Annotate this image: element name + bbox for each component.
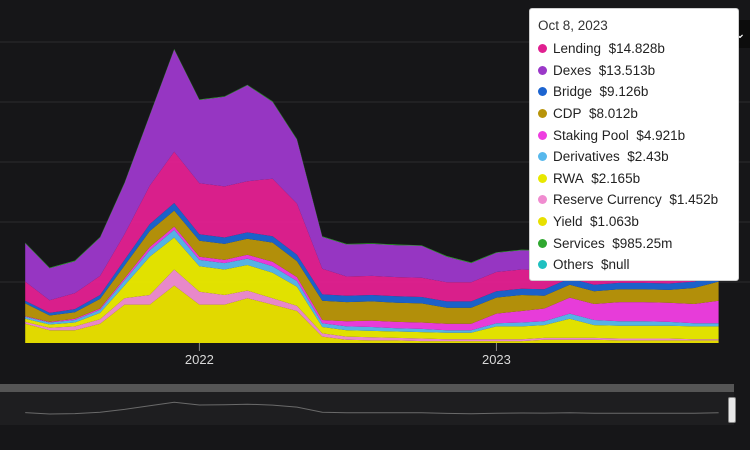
tooltip-spacer	[662, 192, 670, 207]
tooltip-item-rwa: RWA $2.165b	[538, 168, 730, 190]
tooltip-date: Oct 8, 2023	[538, 18, 608, 33]
tooltip-series-value: $4.921b	[636, 127, 686, 143]
tooltip-item-lending: Lending $14.828b	[538, 38, 730, 60]
tooltip-spacer	[594, 257, 602, 272]
legend-dot-icon	[538, 195, 547, 205]
tooltip-item-cdp: CDP $8.012b	[538, 103, 730, 125]
tooltip-item-reserve-currency: Reserve Currency $1.452b	[538, 189, 730, 211]
tooltip-spacer	[620, 149, 628, 164]
tooltip-spacer	[601, 41, 609, 56]
area-yield	[25, 285, 719, 343]
tooltip-item-yield: Yield $1.063b	[538, 211, 730, 233]
tooltip-spacer	[629, 128, 637, 143]
tooltip-item-staking-pool: Staking Pool $4.921b	[538, 124, 730, 146]
tooltip-spacer	[605, 236, 613, 251]
tooltip-series-name: CDP	[553, 106, 582, 122]
legend-dot-icon	[538, 109, 547, 119]
tooltip: Oct 8, 2023 Lending $14.828b Dexes $13.51…	[529, 8, 739, 281]
tooltip-series-name: Reserve Currency	[553, 192, 662, 208]
tooltip-series-name: Lending	[553, 41, 602, 57]
tooltip-spacer	[592, 84, 600, 99]
legend-dot-icon	[538, 65, 547, 75]
tooltip-series-name: Yield	[553, 214, 583, 230]
tooltip-rows: Lending $14.828b Dexes $13.513b Bridge $9.…	[538, 38, 730, 276]
tooltip-item-dexes: Dexes $13.513b	[538, 60, 730, 82]
tooltip-item-others: Others $null	[538, 254, 730, 276]
tooltip-series-value: $2.165b	[591, 170, 641, 186]
legend-dot-icon	[538, 44, 547, 54]
legend-dot-icon	[538, 87, 547, 97]
navigator-scrollbar[interactable]	[0, 384, 734, 392]
tooltip-spacer	[584, 171, 592, 186]
navigator-series	[25, 401, 719, 415]
tooltip-series-value: $2.43b	[627, 149, 669, 165]
legend-dot-icon	[538, 173, 547, 183]
tooltip-item-bridge: Bridge $9.126b	[538, 81, 730, 103]
area-rwa	[25, 237, 719, 340]
tooltip-series-value: $1.452b	[669, 192, 719, 208]
area-derivatives	[25, 229, 719, 333]
tooltip-series-value: $1.063b	[590, 214, 639, 230]
tooltip-series-value: $13.513b	[598, 62, 656, 78]
tooltip-series-name: Dexes	[553, 62, 592, 78]
navigator-window[interactable]	[0, 392, 734, 425]
tooltip-series-name: Derivatives	[553, 149, 620, 165]
tooltip-series-name: Others	[553, 257, 594, 273]
tooltip-series-value: $null	[601, 257, 630, 273]
tooltip-series-name: Services	[553, 235, 605, 251]
navigator-handle[interactable]	[728, 397, 736, 423]
legend-dot-icon	[538, 152, 547, 162]
tooltip-series-value: $14.828b	[608, 41, 665, 57]
tooltip-item-services: Services $985.25m	[538, 232, 730, 254]
area-cdp	[25, 210, 719, 324]
tooltip-spacer	[583, 214, 591, 229]
legend-dot-icon	[538, 217, 547, 227]
tooltip-spacer	[582, 106, 590, 121]
x-tick-label-2023: 2023	[482, 352, 511, 367]
tooltip-series-name: RWA	[553, 170, 584, 186]
navigator[interactable]	[0, 384, 734, 425]
x-tick-label-2022: 2022	[185, 352, 214, 367]
tooltip-series-value: $985.25m	[612, 235, 673, 251]
legend-dot-icon	[538, 260, 547, 270]
tooltip-series-name: Staking Pool	[553, 127, 629, 143]
tooltip-series-value: $8.012b	[589, 106, 638, 122]
tooltip-series-value: $9.126b	[599, 84, 649, 100]
legend-dot-icon	[538, 130, 547, 140]
area-staking-pool	[25, 226, 719, 331]
tooltip-spacer	[591, 63, 599, 78]
legend-dot-icon	[538, 238, 547, 248]
x-axis: 2022 2023	[185, 343, 511, 367]
tooltip-series-name: Bridge	[553, 84, 593, 100]
area-dexes	[25, 49, 719, 301]
tooltip-item-derivatives: Derivatives $2.43b	[538, 146, 730, 168]
chevron-down-icon: ⌄	[734, 26, 746, 42]
